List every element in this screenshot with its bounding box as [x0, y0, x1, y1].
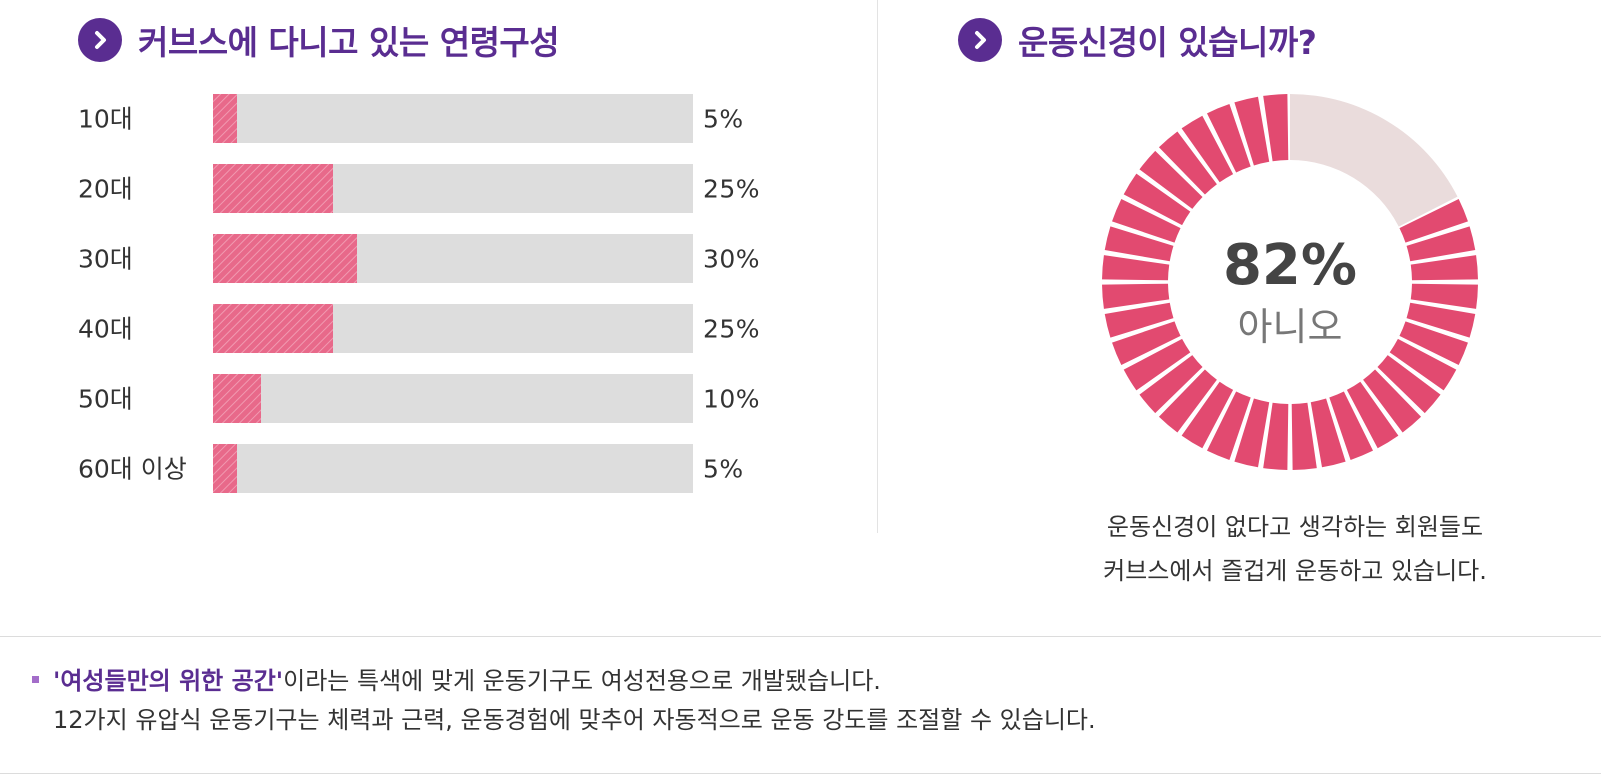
donut-segment: [1104, 302, 1174, 338]
bar-category-label: 30대: [78, 245, 133, 274]
donut-segment: [1310, 398, 1346, 468]
athleticism-donut-chart: 82% 아니오: [1102, 94, 1478, 470]
caption-line-1: 운동신경이 없다고 생각하는 회원들도: [1106, 513, 1484, 541]
donut-segment: [1139, 355, 1203, 414]
donut-segment: [1102, 255, 1170, 281]
bar-category-label: 40대: [78, 315, 133, 344]
donut-segment: [1363, 369, 1422, 433]
age-composition-title-text: 커브스에 다니고 있는 연령구성: [138, 23, 560, 62]
donut-category-label: 아니오: [1238, 305, 1343, 349]
note-line-1-text: 이라는 특색에 맞게 운동기구도 여성전용으로 개발됐습니다.: [283, 667, 881, 695]
donut-segment: [1406, 226, 1476, 262]
donut-segment: [1158, 369, 1217, 433]
feature-note: '여성들만의 위한 공간'이라는 특색에 맞게 운동기구도 여성전용으로 개발됐…: [32, 662, 1096, 740]
bar-track: [213, 94, 693, 143]
donut-segment: [1377, 355, 1441, 414]
donut-percent-label: 82%: [1223, 233, 1357, 298]
donut-segment: [1181, 381, 1234, 449]
donut-segment: [1389, 338, 1457, 391]
bar-category-label: 20대: [78, 175, 133, 204]
bar-value: [213, 304, 333, 353]
donut-segment: [1346, 381, 1399, 449]
note-divider-bottom: [0, 773, 1601, 774]
note-divider-top: [0, 636, 1601, 637]
bar-value: [213, 234, 357, 283]
donut-segment: [1263, 402, 1289, 470]
section-divider: [877, 0, 878, 533]
donut-segment: [1263, 94, 1289, 162]
note-line-1: '여성들만의 위한 공간'이라는 특색에 맞게 운동기구도 여성전용으로 개발됐…: [32, 662, 1096, 701]
donut-segment: [1104, 226, 1174, 262]
caption-line-2: 커브스에서 즐겁게 운동하고 있습니다.: [1103, 557, 1487, 585]
bar-value: [213, 444, 237, 493]
bar-value: [213, 374, 261, 423]
donut-segment: [1399, 198, 1468, 243]
donut-segment: [1123, 173, 1191, 226]
bar-percent-label: 25%: [703, 315, 760, 344]
donut-segment: [1181, 115, 1234, 183]
athleticism-title: 운동신경이 있습니까?: [958, 16, 1317, 64]
bar-percent-label: 5%: [703, 105, 744, 134]
donut-segment: [1291, 402, 1317, 470]
donut-segment: [1112, 198, 1181, 243]
donut-segment: [1234, 96, 1270, 166]
bar-value: [213, 94, 237, 143]
donut-segment: [1102, 283, 1170, 309]
donut-caption: 운동신경이 없다고 생각하는 회원들도 커브스에서 즐겁게 운동하고 있습니다.: [1040, 505, 1550, 593]
donut-segment: [1139, 150, 1203, 209]
donut-segment: [1206, 104, 1251, 173]
chevron-right-icon: [958, 18, 1002, 62]
chevron-right-icon: [78, 18, 122, 62]
bar-percent-label: 10%: [703, 385, 760, 414]
donut-segment: [1112, 321, 1181, 366]
bar-category-label: 10대: [78, 105, 133, 134]
donut-segment: [1410, 255, 1478, 281]
bar-track: [213, 374, 693, 423]
bar-percent-label: 5%: [703, 455, 744, 484]
age-bar-chart: 10대 5% 20대 25% 30대 30% 40대 25% 50대 10% 60대 이상 5%: [78, 94, 760, 493]
donut-segment: [1158, 131, 1217, 195]
donut-remainder-slice: [1290, 94, 1458, 227]
bar-category-label: 60대 이상: [78, 455, 187, 484]
bar-category-label: 50대: [78, 385, 133, 414]
donut-segment: [1206, 391, 1251, 460]
donut-segment: [1234, 398, 1270, 468]
donut-segment: [1123, 338, 1191, 391]
bar-percent-label: 25%: [703, 175, 760, 204]
note-line-2: 12가지 유압식 운동기구는 체력과 근력, 운동경험에 맞추어 자동적으로 운…: [53, 706, 1096, 734]
donut-segment: [1406, 302, 1476, 338]
donut-segment: [1399, 321, 1468, 366]
bar-track: [213, 444, 693, 493]
athleticism-title-text: 운동신경이 있습니까?: [1018, 23, 1317, 62]
donut-segment: [1329, 391, 1374, 460]
age-composition-title: 커브스에 다니고 있는 연령구성: [78, 16, 560, 64]
square-bullet-icon: [32, 675, 39, 683]
bar-value: [213, 164, 333, 213]
bar-percent-label: 30%: [703, 245, 760, 274]
donut-segment: [1410, 283, 1478, 309]
note-highlight: '여성들만의 위한 공간': [53, 667, 284, 695]
